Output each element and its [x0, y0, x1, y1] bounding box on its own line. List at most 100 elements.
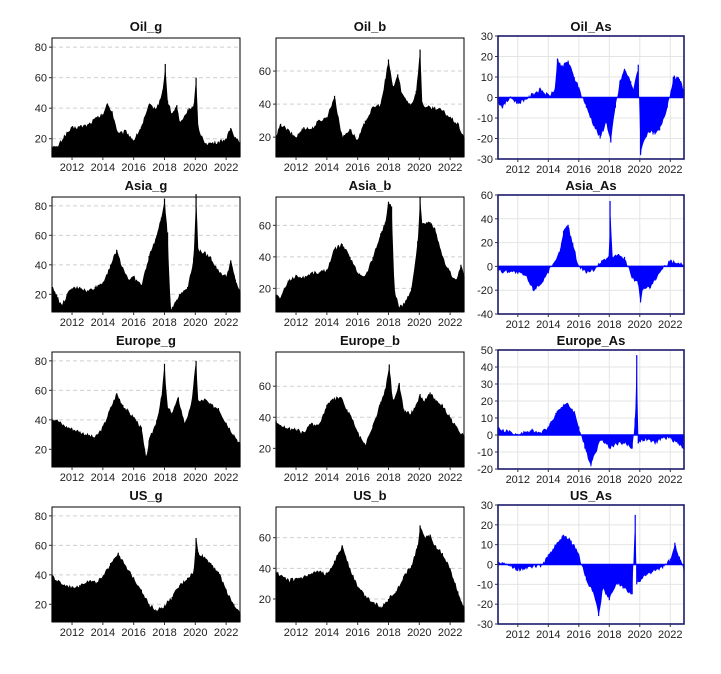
x-tick-label: 2018: [376, 627, 400, 639]
panel-title: Europe_As: [557, 333, 626, 348]
x-tick-label: 2022: [438, 162, 462, 174]
x-tick-label: 2018: [152, 627, 176, 639]
y-tick-label: 40: [481, 214, 493, 226]
y-tick-label: -10: [477, 113, 493, 125]
x-tick-label: 2016: [567, 319, 591, 331]
y-tick-label: 20: [259, 283, 271, 295]
y-tick-label: 80: [35, 356, 47, 368]
panel-frame: [51, 506, 241, 623]
x-tick-label: 2014: [91, 162, 115, 174]
x-tick-label: 2020: [407, 472, 431, 484]
panel-title: Europe_b: [340, 333, 400, 348]
x-tick-label: 2022: [658, 164, 682, 176]
y-tick-label: 20: [35, 289, 47, 301]
x-tick-label: 2018: [376, 472, 400, 484]
y-tick-label: 10: [481, 413, 493, 425]
x-tick-label: 2014: [315, 162, 339, 174]
y-tick-label: 60: [35, 230, 47, 242]
x-tick-label: 2016: [121, 317, 145, 329]
x-tick-label: 2022: [658, 629, 682, 641]
y-tick-label: -20: [477, 599, 493, 611]
panel-title: US_As: [570, 488, 612, 503]
y-tick-label: 60: [259, 66, 271, 78]
series-area-europe_b: [276, 368, 464, 467]
y-tick-label: 20: [481, 396, 493, 408]
x-tick-label: 2022: [658, 474, 682, 486]
y-tick-label: 50: [481, 345, 493, 357]
x-tick-label: 2014: [315, 472, 339, 484]
y-tick-label: 0: [487, 430, 493, 442]
panel-frame: [497, 194, 685, 315]
y-tick-label: 40: [481, 362, 493, 374]
panel-us_g: 20 40 60 80 2012 2014 2016 2018 2020 2022 US_g: [35, 488, 241, 639]
series-area-oil_b: [276, 51, 464, 158]
series-area-oil_as: [498, 58, 684, 157]
panel-frame: [51, 37, 241, 158]
y-tick-label: 20: [35, 444, 47, 456]
y-tick-label: 40: [35, 260, 47, 272]
y-tick-label: -30: [477, 154, 493, 166]
panel-asia_as: -40 -20 0 20 40 60 2012 2014 2016 2018 2020 2022 Asi…: [477, 178, 685, 331]
y-tick-label: -30: [477, 619, 493, 631]
y-tick-label: 40: [35, 415, 47, 427]
panel-frame: [275, 37, 465, 158]
x-tick-label: 2018: [597, 629, 621, 641]
y-tick-label: 20: [35, 134, 47, 146]
y-tick-label: 80: [35, 511, 47, 523]
y-tick-label: 60: [259, 220, 271, 232]
x-tick-label: 2012: [60, 472, 84, 484]
panel-asia_b: 20 40 60 2012 2014 2016 2018 2020 2022 Asia_b: [259, 178, 465, 329]
series-area-asia_b: [276, 198, 464, 312]
series-area-us_b: [276, 526, 464, 622]
x-tick-label: 2016: [345, 472, 369, 484]
x-tick-label: 2016: [567, 474, 591, 486]
x-tick-label: 2012: [60, 627, 84, 639]
panel-title: Oil_As: [570, 19, 611, 34]
x-tick-label: 2012: [506, 164, 530, 176]
panel-oil_g: 20 40 60 80 2012 2014 2016 2018 2020 2022 Oil_g: [35, 19, 241, 174]
y-tick-label: 80: [35, 42, 47, 54]
panel-europe_as: -20 -10 0 10 20 30 40 50 2012 2014 2016 2018 2020 202…: [477, 333, 685, 486]
x-tick-label: 2018: [376, 317, 400, 329]
y-tick-label: 20: [259, 594, 271, 606]
y-tick-label: -40: [477, 309, 493, 321]
panel-title: Oil_b: [354, 19, 387, 34]
x-tick-label: 2012: [60, 317, 84, 329]
x-tick-label: 2022: [214, 472, 238, 484]
x-tick-label: 2012: [284, 472, 308, 484]
x-tick-label: 2012: [284, 317, 308, 329]
x-tick-label: 2012: [284, 627, 308, 639]
x-tick-label: 2022: [658, 319, 682, 331]
panel-title: US_b: [353, 488, 386, 503]
y-tick-label: 40: [259, 252, 271, 264]
x-tick-label: 2012: [506, 629, 530, 641]
y-tick-label: 10: [481, 540, 493, 552]
x-tick-label: 2020: [628, 629, 652, 641]
y-tick-label: 20: [259, 132, 271, 144]
x-tick-label: 2014: [315, 627, 339, 639]
y-tick-label: -10: [477, 447, 493, 459]
y-tick-label: 0: [487, 261, 493, 273]
y-tick-label: 40: [259, 563, 271, 575]
x-tick-label: 2022: [438, 317, 462, 329]
y-tick-label: 30: [481, 31, 493, 43]
x-tick-label: 2014: [91, 317, 115, 329]
panel-title: Oil_g: [130, 19, 163, 34]
panel-frame: [275, 351, 465, 468]
x-tick-label: 2020: [183, 472, 207, 484]
y-tick-label: 40: [259, 99, 271, 111]
x-tick-label: 2020: [407, 162, 431, 174]
y-tick-label: 60: [259, 381, 271, 393]
y-tick-label: 60: [259, 533, 271, 545]
y-tick-label: -20: [477, 285, 493, 297]
x-tick-label: 2018: [597, 164, 621, 176]
x-tick-label: 2016: [567, 629, 591, 641]
y-tick-label: 20: [481, 52, 493, 64]
y-tick-label: 0: [487, 560, 493, 572]
panel-europe_b: 20 40 60 2012 2014 2016 2018 2020 2022 Europe_b: [259, 333, 465, 484]
x-tick-label: 2018: [152, 472, 176, 484]
y-tick-label: 20: [259, 443, 271, 455]
panel-frame: [275, 196, 465, 313]
y-tick-label: 60: [35, 540, 47, 552]
